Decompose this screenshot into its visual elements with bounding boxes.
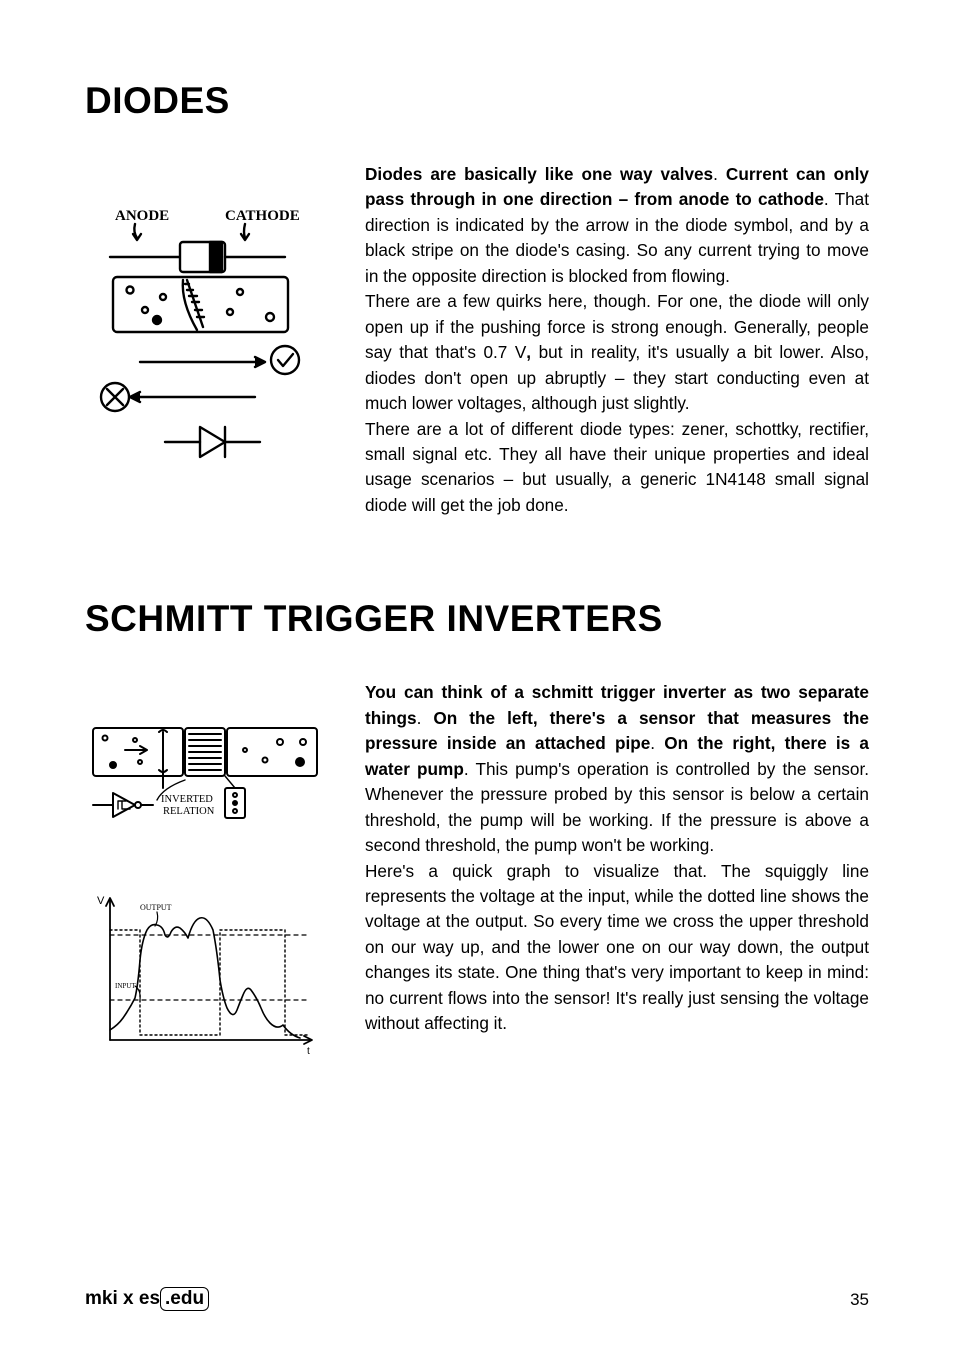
inverted-label: INVERTED [161, 794, 213, 805]
diodes-illustration-col: ANODE CATHODE [85, 162, 325, 518]
diodes-para2: There are a few quirks here, though. For… [365, 289, 869, 416]
output-label: OUTPUT [140, 903, 172, 912]
diodes-section: ANODE CATHODE [85, 162, 869, 518]
svg-text:t: t [307, 1046, 310, 1057]
footer-logo: mki x es.edu [85, 1288, 209, 1310]
schmitt-para1: You can think of a schmitt trigger inver… [365, 680, 869, 858]
svg-text:V: V [97, 895, 105, 907]
diodes-heading: DIODES [85, 80, 869, 122]
anode-label: ANODE [115, 208, 169, 224]
schmitt-sensor-illustration: INVERTED RELATION [85, 720, 325, 830]
schmitt-para2: Here's a quick graph to visualize that. … [365, 859, 869, 1037]
relation-label: RELATION [163, 806, 215, 817]
schmitt-illustration-col: INVERTED RELATION V t [85, 680, 325, 1060]
page-number: 35 [850, 1290, 869, 1310]
schmitt-heading: SCHMITT TRIGGER INVERTERS [85, 598, 869, 640]
diodes-para3: There are a lot of different diode types… [365, 417, 869, 519]
diodes-text-col: Diodes are basically like one way valves… [365, 162, 869, 518]
diode-illustration: ANODE CATHODE [85, 202, 325, 472]
schmitt-section: INVERTED RELATION V t [85, 680, 869, 1060]
cathode-label: CATHODE [225, 208, 300, 224]
schmitt-graph-illustration: V t OUTPUT INPUT [85, 890, 325, 1060]
diodes-para1: Diodes are basically like one way valves… [365, 162, 869, 289]
page-footer: mki x es.edu 35 [85, 1288, 869, 1310]
schmitt-text-col: You can think of a schmitt trigger inver… [365, 680, 869, 1060]
input-label: INPUT [115, 982, 136, 990]
